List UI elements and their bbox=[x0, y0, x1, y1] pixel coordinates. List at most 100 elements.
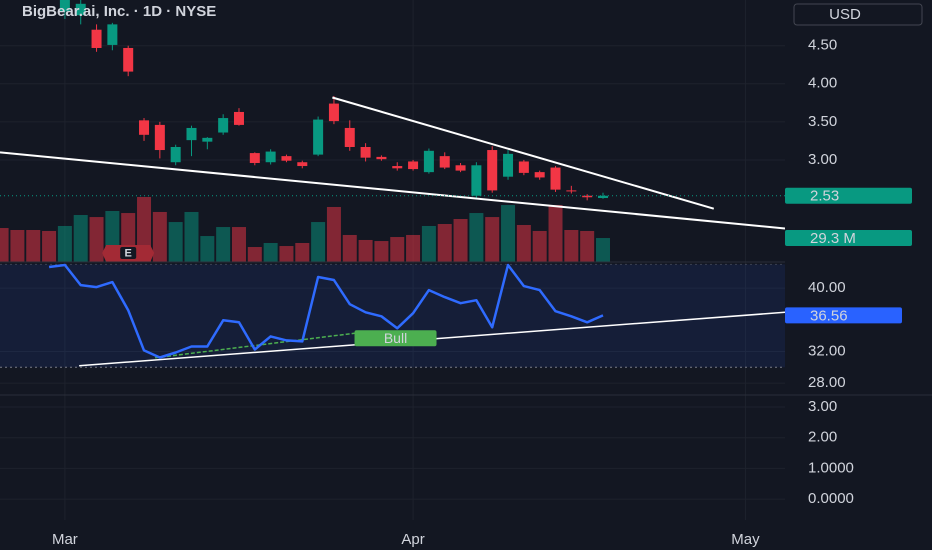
candle-body bbox=[154, 124, 165, 151]
candle-body bbox=[550, 167, 561, 190]
rsi-tag bbox=[785, 307, 902, 324]
volume-bar bbox=[184, 211, 199, 262]
candle-body bbox=[487, 150, 498, 191]
volume-bar bbox=[73, 215, 88, 262]
candle-body bbox=[313, 119, 324, 155]
volume-bar bbox=[485, 217, 500, 262]
volume-bar bbox=[89, 217, 104, 262]
candle-body bbox=[265, 151, 276, 163]
candle-body bbox=[597, 195, 608, 199]
candle-body bbox=[139, 120, 150, 135]
y-tick-label: 3.50 bbox=[808, 113, 837, 130]
rsi-tag-label: 36.56 bbox=[810, 307, 848, 324]
volume-bar bbox=[42, 230, 57, 262]
y-tick-label: 1.0000 bbox=[808, 459, 854, 476]
candle-body bbox=[471, 165, 482, 196]
y-tick-label: 0.0000 bbox=[808, 490, 854, 507]
volume-bar bbox=[231, 227, 246, 262]
y-tick-label: 28.00 bbox=[808, 374, 846, 391]
volume-bar bbox=[516, 224, 531, 262]
volume-bar bbox=[374, 241, 389, 262]
volume-bar bbox=[279, 246, 294, 262]
x-tick-label: Mar bbox=[52, 531, 78, 548]
price-pane: E bbox=[0, 0, 785, 262]
candle-body bbox=[360, 146, 371, 158]
candle-body bbox=[218, 118, 229, 133]
y-tick-label: 3.00 bbox=[808, 398, 837, 415]
candle-body bbox=[423, 150, 434, 173]
candle-body bbox=[91, 29, 102, 48]
candle-body bbox=[59, 0, 70, 12]
volume-bar bbox=[453, 219, 468, 262]
volume-bar bbox=[311, 222, 326, 262]
currency-button[interactable] bbox=[793, 3, 923, 26]
volume-tag-label: 29.3 M bbox=[810, 230, 856, 247]
earnings-label: E bbox=[125, 247, 132, 259]
y-tick-label: 4.50 bbox=[808, 37, 837, 54]
candle-body bbox=[75, 3, 86, 16]
candle-body bbox=[328, 103, 339, 122]
candle-body bbox=[170, 146, 181, 163]
volume-bar bbox=[406, 234, 421, 262]
volume-bar bbox=[501, 205, 516, 262]
volume-bar bbox=[295, 243, 310, 262]
rsi-line bbox=[48, 263, 604, 359]
volume-bar bbox=[326, 206, 341, 262]
candle-body bbox=[518, 161, 529, 173]
volume-bar bbox=[548, 205, 563, 262]
candle-body bbox=[455, 165, 466, 171]
volume-bar bbox=[437, 224, 452, 262]
y-tick-label: 3.00 bbox=[808, 151, 837, 168]
volume-bar bbox=[263, 243, 278, 262]
volume-bar bbox=[342, 234, 357, 262]
volume-bar bbox=[152, 211, 167, 262]
earnings-marker[interactable]: E bbox=[102, 245, 155, 262]
candle-body bbox=[503, 153, 514, 177]
rsi-pane bbox=[0, 263, 785, 368]
axes: Mar Apr May 4.50 4.00 3.50 3.00 40.00 32.00 28.00… bbox=[52, 37, 912, 548]
trendline bbox=[0, 151, 785, 230]
volume-bar bbox=[0, 228, 9, 262]
candle-body bbox=[249, 153, 260, 163]
divergence-line bbox=[155, 332, 355, 359]
last-price-tag bbox=[785, 187, 912, 204]
candle-body bbox=[582, 195, 593, 198]
candle-body bbox=[344, 127, 355, 147]
volume-bar bbox=[421, 225, 436, 262]
candle-body bbox=[566, 190, 577, 192]
candle-body bbox=[392, 166, 403, 169]
currency-label[interactable]: USD bbox=[829, 6, 861, 23]
volume-bar bbox=[358, 239, 373, 262]
candle-body bbox=[123, 47, 134, 72]
y-tick-label: 4.00 bbox=[808, 75, 837, 92]
trendline bbox=[332, 96, 715, 210]
volume-bar bbox=[580, 230, 595, 262]
volume-bar bbox=[595, 238, 610, 262]
candle-body bbox=[107, 24, 118, 45]
y-tick-label: 40.00 bbox=[808, 279, 846, 296]
candle-body bbox=[439, 156, 450, 168]
candle-body bbox=[408, 161, 419, 170]
grid bbox=[0, 0, 785, 520]
candle-body bbox=[376, 156, 387, 160]
volume-bar bbox=[532, 230, 547, 262]
volume-bar bbox=[216, 227, 231, 262]
volume-tag bbox=[785, 230, 912, 247]
x-tick-label: Apr bbox=[401, 531, 424, 548]
y-tick-label: 32.00 bbox=[808, 342, 846, 359]
volume-bar bbox=[168, 222, 183, 262]
volume-bar bbox=[26, 229, 41, 262]
earnings-box bbox=[120, 247, 137, 259]
candle-body bbox=[281, 156, 292, 161]
last-price-label: 2.53 bbox=[810, 188, 839, 205]
bull-label-box bbox=[354, 330, 437, 347]
y-tick-label: 2.00 bbox=[808, 429, 837, 446]
candle-body bbox=[202, 137, 213, 142]
x-tick-label: May bbox=[731, 531, 760, 548]
volume-bar bbox=[564, 229, 579, 262]
bull-label: Bull bbox=[384, 330, 407, 346]
volume-bar bbox=[200, 236, 215, 262]
